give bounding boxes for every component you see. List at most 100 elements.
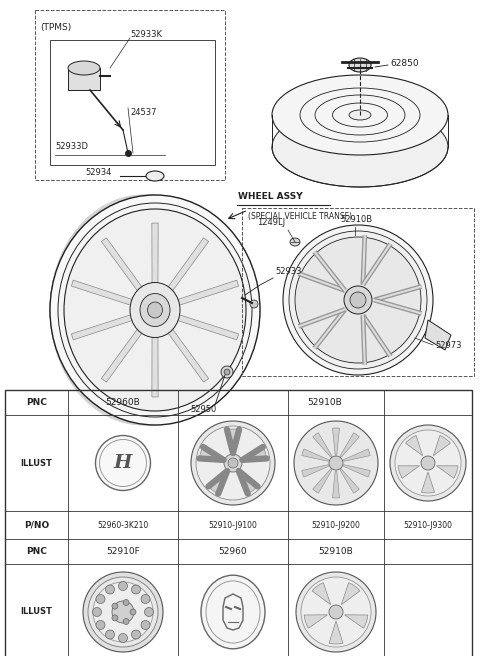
Ellipse shape [295, 237, 421, 363]
Ellipse shape [289, 231, 427, 369]
Polygon shape [72, 280, 135, 306]
Polygon shape [343, 464, 370, 477]
Text: 52934: 52934 [85, 168, 111, 177]
Text: 52910-J9100: 52910-J9100 [209, 520, 257, 529]
Ellipse shape [88, 577, 158, 647]
Ellipse shape [296, 572, 376, 652]
Circle shape [106, 630, 115, 639]
Text: PNC: PNC [26, 398, 47, 407]
Circle shape [130, 609, 136, 615]
Circle shape [141, 621, 150, 630]
Ellipse shape [395, 430, 461, 496]
Ellipse shape [147, 302, 163, 318]
Text: PNC: PNC [26, 547, 47, 556]
Polygon shape [68, 68, 100, 90]
Polygon shape [333, 471, 339, 498]
Polygon shape [166, 238, 209, 294]
Polygon shape [242, 447, 267, 460]
Text: 52910-J9200: 52910-J9200 [312, 520, 360, 529]
Text: 52910B: 52910B [319, 547, 353, 556]
Text: 52960B: 52960B [106, 398, 140, 407]
Polygon shape [329, 621, 343, 644]
Polygon shape [425, 320, 451, 350]
Ellipse shape [344, 286, 372, 314]
Ellipse shape [421, 456, 435, 470]
Text: 52950: 52950 [190, 405, 216, 414]
Ellipse shape [224, 454, 242, 472]
Polygon shape [227, 429, 239, 453]
Text: 52933: 52933 [275, 268, 301, 276]
Circle shape [224, 369, 230, 375]
Text: (SPECIAL VEHICLE TRANSF): (SPECIAL VEHICLE TRANSF) [248, 212, 352, 221]
Polygon shape [302, 464, 329, 477]
Text: 52910B: 52910B [340, 215, 372, 224]
Polygon shape [312, 583, 331, 605]
Polygon shape [340, 433, 360, 457]
Polygon shape [166, 326, 209, 382]
Polygon shape [239, 471, 258, 494]
Ellipse shape [112, 601, 134, 623]
Polygon shape [406, 436, 423, 456]
Text: WHEEL ASSY: WHEEL ASSY [238, 192, 302, 201]
Polygon shape [72, 314, 135, 340]
Text: 52933K: 52933K [130, 30, 162, 39]
Polygon shape [101, 326, 144, 382]
Polygon shape [312, 469, 332, 493]
Polygon shape [343, 449, 370, 461]
Polygon shape [199, 447, 224, 460]
Polygon shape [421, 472, 434, 493]
Text: 52973: 52973 [435, 340, 461, 350]
Text: 52910-J9300: 52910-J9300 [404, 520, 453, 529]
Ellipse shape [329, 605, 343, 619]
Ellipse shape [349, 110, 371, 120]
Ellipse shape [146, 171, 164, 181]
Polygon shape [436, 466, 458, 478]
Circle shape [112, 615, 118, 621]
Text: 52933D: 52933D [55, 142, 88, 151]
Text: (TPMS): (TPMS) [40, 23, 71, 32]
Ellipse shape [130, 283, 180, 337]
Circle shape [96, 621, 105, 630]
Circle shape [119, 634, 128, 642]
Polygon shape [312, 433, 332, 457]
Circle shape [106, 585, 115, 594]
Ellipse shape [350, 292, 366, 308]
Polygon shape [208, 471, 227, 494]
Text: 1249LJ: 1249LJ [257, 218, 285, 227]
Ellipse shape [50, 195, 260, 425]
Ellipse shape [140, 293, 170, 327]
Polygon shape [152, 332, 158, 397]
Ellipse shape [68, 61, 100, 75]
Circle shape [221, 366, 233, 378]
Circle shape [132, 630, 141, 639]
Text: ILLUST: ILLUST [21, 607, 52, 617]
Polygon shape [304, 615, 327, 628]
Ellipse shape [201, 575, 265, 649]
Ellipse shape [196, 426, 270, 500]
Text: 52960-3K210: 52960-3K210 [97, 520, 149, 529]
Polygon shape [345, 615, 368, 628]
Ellipse shape [290, 238, 300, 246]
Text: ILLUST: ILLUST [21, 459, 52, 468]
Polygon shape [175, 314, 239, 340]
Circle shape [123, 600, 129, 605]
Text: 24537: 24537 [130, 108, 156, 117]
Circle shape [132, 585, 141, 594]
Text: P/NO: P/NO [24, 520, 49, 529]
Ellipse shape [228, 458, 238, 468]
Ellipse shape [283, 225, 433, 375]
Polygon shape [175, 280, 239, 306]
Ellipse shape [294, 421, 378, 505]
Ellipse shape [272, 107, 448, 187]
Ellipse shape [83, 572, 163, 652]
Circle shape [119, 581, 128, 590]
Circle shape [93, 607, 101, 617]
Ellipse shape [333, 103, 387, 127]
Circle shape [123, 619, 129, 625]
Ellipse shape [58, 203, 252, 417]
Circle shape [96, 594, 105, 604]
Text: H: H [114, 454, 132, 472]
Polygon shape [340, 469, 360, 493]
Polygon shape [302, 449, 329, 461]
Polygon shape [433, 436, 451, 456]
